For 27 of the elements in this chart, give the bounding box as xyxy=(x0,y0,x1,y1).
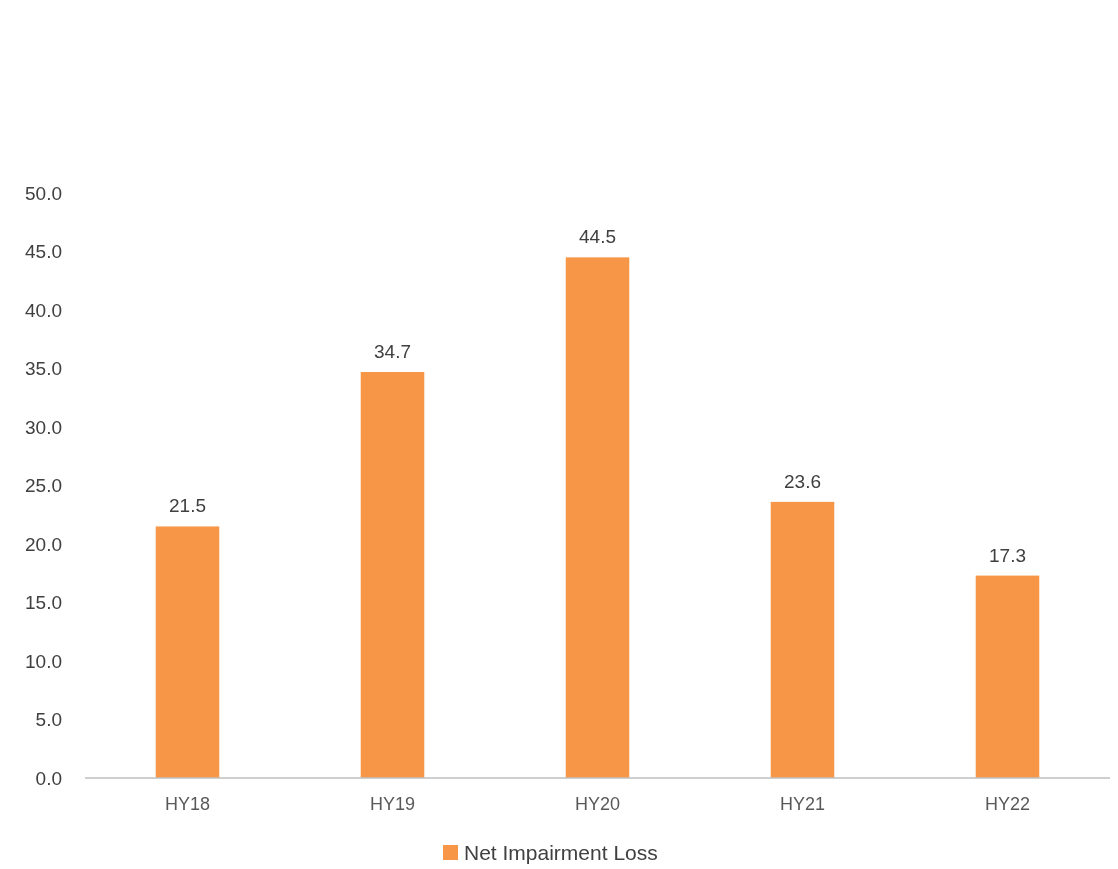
bar xyxy=(565,257,630,778)
bar xyxy=(155,526,220,778)
y-tick-label: 20.0 xyxy=(25,533,62,555)
data-label: 21.5 xyxy=(169,495,206,517)
x-tick-label: HY18 xyxy=(164,794,211,814)
y-tick-label: 50.0 xyxy=(25,182,62,204)
y-tick-label: 5.0 xyxy=(35,709,62,731)
y-tick-label: 15.0 xyxy=(25,592,62,614)
y-tick-label: 35.0 xyxy=(25,358,62,380)
x-tick-label: HY21 xyxy=(779,794,826,814)
data-label: 23.6 xyxy=(784,470,821,492)
bar xyxy=(360,372,425,778)
y-tick-label: 30.0 xyxy=(25,416,62,438)
bar xyxy=(975,575,1040,778)
y-tick-label: 40.0 xyxy=(25,299,62,321)
y-tick-label: 25.0 xyxy=(25,475,62,497)
legend-label: Net Impairment Loss xyxy=(464,841,658,865)
data-label: 34.7 xyxy=(374,341,411,363)
y-tick-label: 10.0 xyxy=(25,650,62,672)
x-tick-label: HY20 xyxy=(574,794,621,814)
data-label: 17.3 xyxy=(989,544,1026,566)
x-tick-label: HY22 xyxy=(984,794,1031,814)
x-tick-label: HY19 xyxy=(369,794,416,814)
y-tick-label: 0.0 xyxy=(35,767,62,789)
data-label: 44.5 xyxy=(579,226,616,248)
bar xyxy=(770,501,835,778)
y-tick-label: 45.0 xyxy=(25,241,62,263)
